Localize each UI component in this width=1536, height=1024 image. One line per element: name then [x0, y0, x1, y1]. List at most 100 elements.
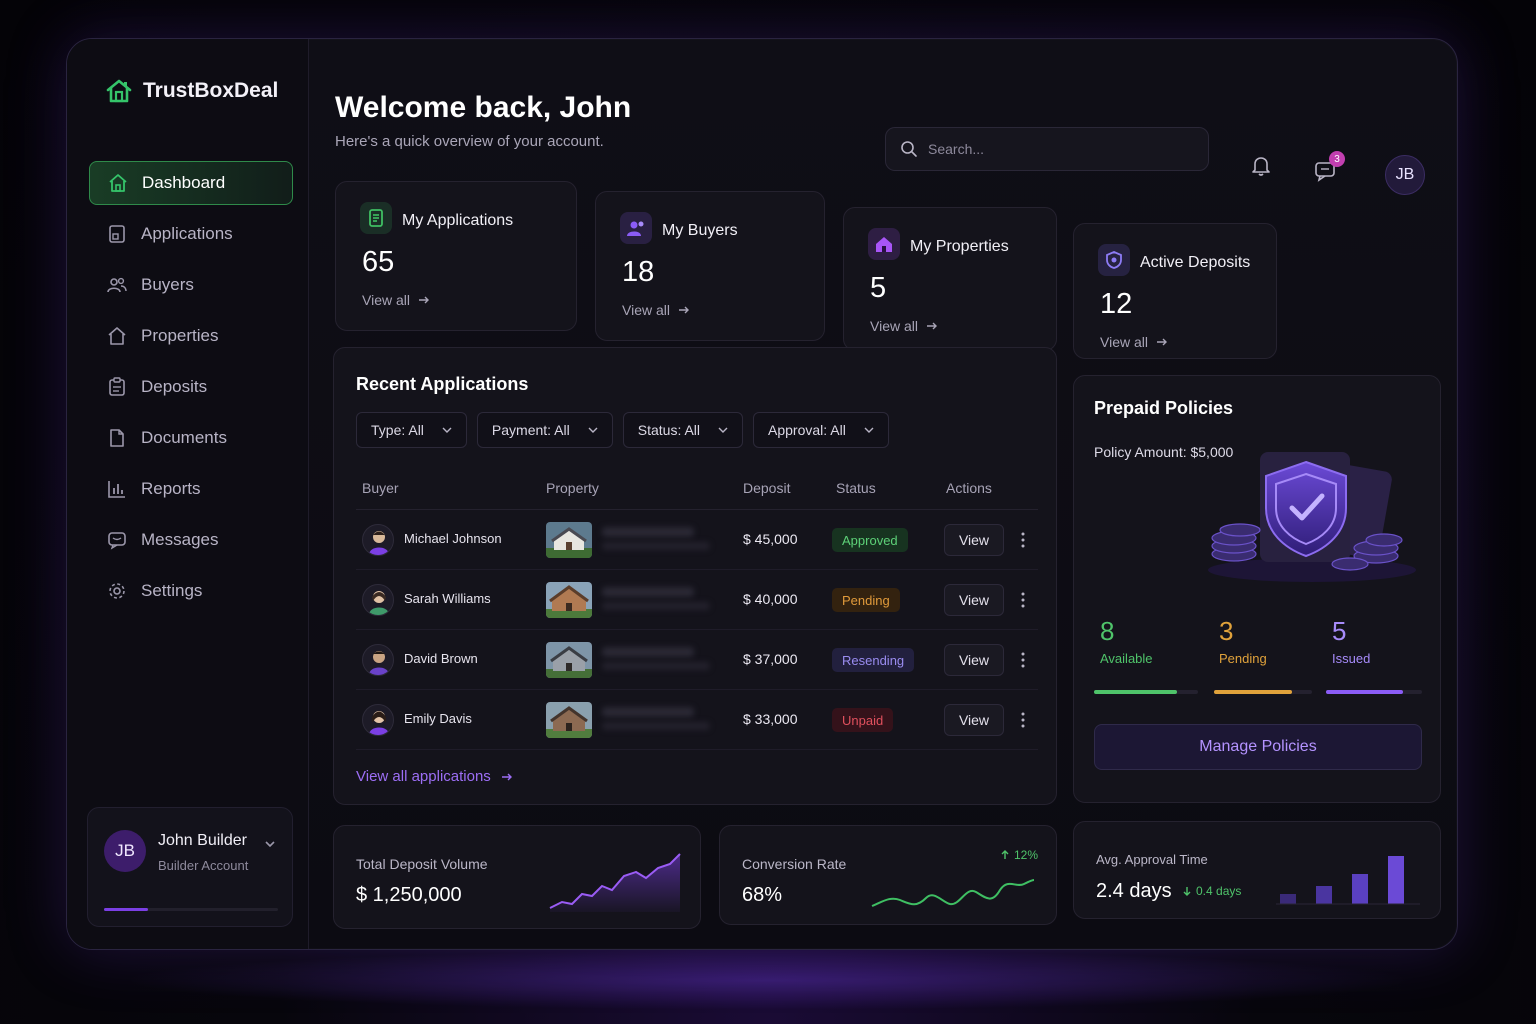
table-row[interactable]: David Brown $ 37,000 Resending View	[356, 630, 1038, 690]
sidebar-item-dashboard[interactable]: Dashboard	[89, 161, 293, 205]
arrow-right-icon	[419, 296, 429, 304]
sidebar-item-settings[interactable]: Settings	[89, 569, 293, 613]
sidebar-item-buyers[interactable]: Buyers	[89, 263, 293, 307]
kpi-label: Total Deposit Volume	[356, 856, 488, 872]
kpi-label: Avg. Approval Time	[1096, 852, 1208, 867]
view-all-link[interactable]: View all	[622, 302, 690, 318]
view-button[interactable]: View	[944, 704, 1004, 736]
house-icon	[876, 237, 892, 252]
change-value: 0.4 days	[1196, 884, 1242, 898]
view-button[interactable]: View	[944, 584, 1004, 616]
prepaid-policies-panel: Prepaid Policies Policy Amount: $5,000	[1073, 375, 1441, 803]
applications-icon	[109, 225, 125, 243]
users-icon	[107, 277, 127, 293]
sidebar-item-properties[interactable]: Properties	[89, 314, 293, 358]
search-input[interactable]	[928, 141, 1188, 157]
view-all-applications-link[interactable]: View all applications	[356, 768, 513, 785]
filter-label: Payment: All	[491, 422, 570, 438]
buyer-avatar	[362, 704, 394, 736]
table-row[interactable]: Michael Johnson $ 45,000 Approved View	[356, 510, 1038, 570]
account-switcher[interactable]: JB John Builder Builder Account	[87, 807, 293, 927]
buyer-name: Michael Johnson	[404, 531, 502, 546]
link-label: View all	[362, 292, 410, 308]
chevron-down-icon	[718, 427, 728, 433]
message-icon	[108, 532, 126, 550]
table-row[interactable]: Sarah Williams $ 40,000 Pending View	[356, 570, 1038, 630]
filter-type[interactable]: Type: All	[356, 412, 467, 448]
kpi-change: 12%	[1000, 848, 1038, 862]
buyer-name: Sarah Williams	[404, 591, 491, 606]
avatar[interactable]: JB	[1385, 155, 1425, 195]
property-thumbnail	[546, 582, 592, 618]
sidebar-item-documents[interactable]: Documents	[89, 416, 293, 460]
sidebar-item-reports[interactable]: Reports	[89, 467, 293, 511]
stat-icon-wrap	[868, 228, 900, 260]
arrow-right-icon	[679, 306, 689, 314]
kpi-value: $ 1,250,000	[356, 884, 462, 906]
kpi-conversion-rate: Conversion Rate 68% 12%	[719, 825, 1057, 925]
deposit-amount: $ 37,000	[743, 651, 798, 667]
bell-icon[interactable]	[1249, 153, 1273, 177]
sidebar-item-applications[interactable]: Applications	[89, 212, 293, 256]
filter-approval[interactable]: Approval: All	[753, 412, 889, 448]
document-icon	[110, 429, 124, 447]
house-outline-icon	[108, 327, 126, 345]
recent-applications-panel: Recent Applications Type: All Payment: A…	[333, 347, 1057, 805]
property-thumbnail	[546, 642, 592, 678]
filter-label: Type: All	[371, 422, 424, 438]
view-button[interactable]: View	[944, 644, 1004, 676]
sidebar-item-messages[interactable]: Messages	[89, 518, 293, 562]
buyer-avatar	[362, 644, 394, 676]
sidebar-item-label: Messages	[141, 530, 219, 549]
section-title: Prepaid Policies	[1094, 398, 1234, 418]
line-sparkline	[871, 879, 1035, 907]
arrow-right-icon	[927, 322, 937, 330]
more-vertical-icon[interactable]	[1020, 652, 1026, 668]
manage-policies-button[interactable]: Manage Policies	[1094, 724, 1422, 770]
sidebar-nav: Dashboard Applications Buyers Properties…	[89, 161, 293, 620]
home-icon	[109, 174, 127, 192]
stat-card-applications[interactable]: My Applications 65 View all	[335, 181, 577, 331]
status-badge: Unpaid	[832, 708, 894, 732]
account-progress-fill	[104, 908, 148, 911]
arrow-up-icon	[1001, 850, 1009, 859]
stat-title: Active Deposits	[1140, 254, 1251, 271]
area-sparkline	[549, 853, 681, 912]
stat-card-properties[interactable]: My Properties 5 View all	[843, 207, 1057, 351]
buyer-name: Emily Davis	[404, 711, 472, 726]
chevron-down-icon[interactable]	[264, 838, 276, 850]
view-all-link[interactable]: View all	[870, 318, 938, 334]
view-all-link[interactable]: View all	[1100, 334, 1168, 350]
search-bar[interactable]	[885, 127, 1209, 171]
column-header: Buyer	[362, 480, 399, 496]
stat-label: Pending	[1219, 651, 1267, 666]
messages-badge: 3	[1329, 151, 1345, 167]
link-label: View all	[870, 318, 918, 334]
property-thumbnail	[546, 522, 592, 558]
table-header: Buyer Property Deposit Status Actions	[356, 470, 1038, 510]
deposit-amount: $ 40,000	[743, 591, 798, 607]
filter-payment[interactable]: Payment: All	[476, 412, 613, 448]
view-button[interactable]: View	[944, 524, 1004, 556]
more-vertical-icon[interactable]	[1020, 592, 1026, 608]
arrow-right-icon	[1157, 338, 1167, 346]
more-vertical-icon[interactable]	[1020, 712, 1026, 728]
sidebar: TrustBoxDeal Dashboard Applications Buye…	[67, 39, 309, 949]
policy-stat-available: 8 Available	[1100, 616, 1210, 666]
table-row[interactable]: Emily Davis $ 33,000 Unpaid View	[356, 690, 1038, 750]
more-vertical-icon[interactable]	[1020, 532, 1026, 548]
chat-icon[interactable]	[1313, 159, 1337, 183]
view-all-link[interactable]: View all	[362, 292, 430, 308]
sidebar-item-deposits[interactable]: Deposits	[89, 365, 293, 409]
status-badge: Pending	[832, 588, 900, 612]
brand-logo[interactable]: TrustBoxDeal	[105, 77, 278, 105]
stat-card-buyers[interactable]: My Buyers 18 View all	[595, 191, 825, 341]
stat-icon-wrap	[360, 202, 392, 234]
chevron-down-icon	[864, 427, 874, 433]
filter-status[interactable]: Status: All	[622, 412, 744, 448]
stat-card-deposits[interactable]: Active Deposits 12 View all	[1073, 223, 1277, 359]
app-window: TrustBoxDeal Dashboard Applications Buye…	[66, 38, 1458, 950]
sidebar-item-label: Reports	[141, 479, 201, 498]
link-label: View all applications	[356, 768, 491, 785]
buyer-avatar	[362, 524, 394, 556]
